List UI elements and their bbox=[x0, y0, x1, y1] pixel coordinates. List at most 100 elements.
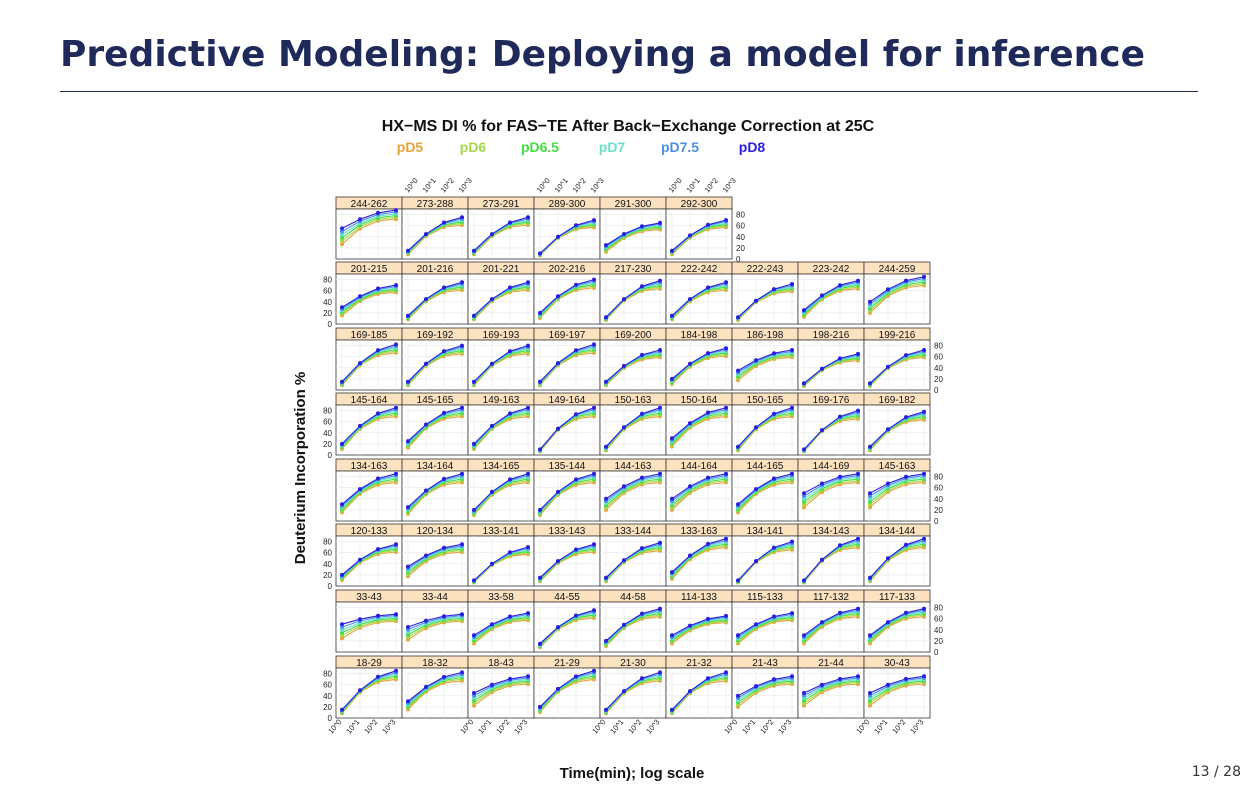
series-line bbox=[473, 412, 529, 448]
series-line bbox=[407, 481, 463, 515]
data-point bbox=[838, 610, 842, 615]
data-point bbox=[472, 441, 476, 446]
panel: 150-165 bbox=[731, 392, 799, 456]
series-line bbox=[341, 216, 397, 242]
series-line bbox=[671, 539, 727, 574]
y-tick-label: 0 bbox=[328, 320, 333, 329]
x-tick-label: 10^2 bbox=[890, 718, 907, 736]
panel-label: 33-43 bbox=[356, 592, 382, 603]
data-point bbox=[556, 361, 560, 366]
series-line bbox=[341, 551, 397, 581]
data-point bbox=[904, 415, 908, 420]
series-line bbox=[737, 476, 793, 509]
panel-plot bbox=[335, 535, 403, 587]
panel: 169-182 bbox=[863, 392, 931, 456]
y-tick-label: 60 bbox=[323, 418, 332, 427]
series-line bbox=[539, 343, 595, 383]
y-tick-label: 60 bbox=[323, 681, 332, 690]
series-line bbox=[671, 616, 727, 638]
series-line bbox=[473, 618, 529, 643]
data-point bbox=[406, 248, 410, 253]
series-line bbox=[407, 676, 463, 707]
data-point bbox=[670, 570, 674, 575]
series-line bbox=[407, 216, 463, 252]
data-point bbox=[802, 381, 806, 386]
series-line bbox=[671, 408, 727, 441]
data-point bbox=[490, 361, 494, 366]
panel-plot bbox=[335, 667, 403, 719]
series-line bbox=[341, 414, 397, 449]
series-line bbox=[539, 609, 595, 645]
panel: 201-215 bbox=[335, 261, 403, 325]
data-point bbox=[442, 545, 446, 550]
data-point bbox=[442, 476, 446, 481]
data-point bbox=[838, 283, 842, 288]
series-line bbox=[671, 541, 727, 576]
data-point bbox=[802, 578, 806, 583]
series-line bbox=[341, 412, 397, 448]
data-point bbox=[394, 471, 398, 476]
y-tick-label: 80 bbox=[323, 670, 332, 679]
data-point bbox=[526, 611, 530, 616]
panel-label: 133-163 bbox=[681, 526, 718, 537]
series-line bbox=[407, 480, 463, 513]
series-line bbox=[671, 543, 727, 577]
data-point bbox=[460, 612, 464, 617]
data-point bbox=[472, 248, 476, 253]
data-point bbox=[772, 545, 776, 550]
series-line bbox=[473, 281, 529, 317]
series-line bbox=[341, 617, 397, 634]
panel: 144-164 bbox=[665, 458, 733, 522]
data-point bbox=[802, 447, 806, 452]
series-line bbox=[869, 608, 925, 636]
data-point bbox=[820, 293, 824, 298]
panel: 114-133 bbox=[665, 589, 733, 653]
series-line bbox=[341, 613, 397, 625]
series-line bbox=[341, 415, 397, 450]
data-point bbox=[772, 614, 776, 619]
series-line bbox=[341, 481, 397, 513]
series-line bbox=[473, 407, 529, 445]
panel-plot bbox=[731, 339, 799, 391]
panel-label: 169-200 bbox=[615, 330, 652, 341]
data-point bbox=[754, 487, 758, 492]
data-point bbox=[754, 684, 758, 689]
data-point bbox=[592, 542, 596, 547]
series-line bbox=[869, 611, 925, 640]
series-line bbox=[473, 613, 529, 638]
panel: 18-29 bbox=[335, 655, 403, 719]
series-line bbox=[341, 284, 397, 308]
series-line bbox=[341, 218, 397, 245]
data-point bbox=[904, 542, 908, 547]
panel-label: 291-300 bbox=[615, 199, 652, 210]
series-line bbox=[737, 683, 793, 708]
data-point bbox=[394, 342, 398, 347]
series-line bbox=[803, 683, 859, 707]
data-point bbox=[472, 578, 476, 583]
data-point bbox=[790, 405, 794, 410]
panel: 273-288 bbox=[401, 196, 469, 260]
data-point bbox=[706, 616, 710, 621]
data-point bbox=[790, 539, 794, 544]
series-line bbox=[671, 481, 727, 511]
data-point bbox=[772, 351, 776, 356]
legend-item: pD7.5 bbox=[661, 139, 699, 155]
data-point bbox=[622, 363, 626, 368]
data-point bbox=[838, 543, 842, 548]
data-point bbox=[394, 542, 398, 547]
data-point bbox=[868, 496, 872, 501]
x-tick-label: 10^3 bbox=[457, 176, 474, 194]
panel: 292-300 bbox=[665, 196, 733, 260]
panel: 244-262 bbox=[335, 196, 403, 260]
y-tick-label: 20 bbox=[323, 309, 332, 318]
series-line bbox=[407, 281, 463, 317]
series-line bbox=[671, 620, 727, 643]
series-line bbox=[539, 219, 595, 254]
series-line bbox=[671, 407, 727, 439]
panel-plot bbox=[335, 404, 403, 456]
data-point bbox=[490, 622, 494, 627]
series-line bbox=[737, 613, 793, 638]
page-number: 13 / 28 bbox=[1191, 764, 1241, 780]
series-line bbox=[407, 548, 463, 573]
panel-label: 33-58 bbox=[488, 592, 514, 603]
